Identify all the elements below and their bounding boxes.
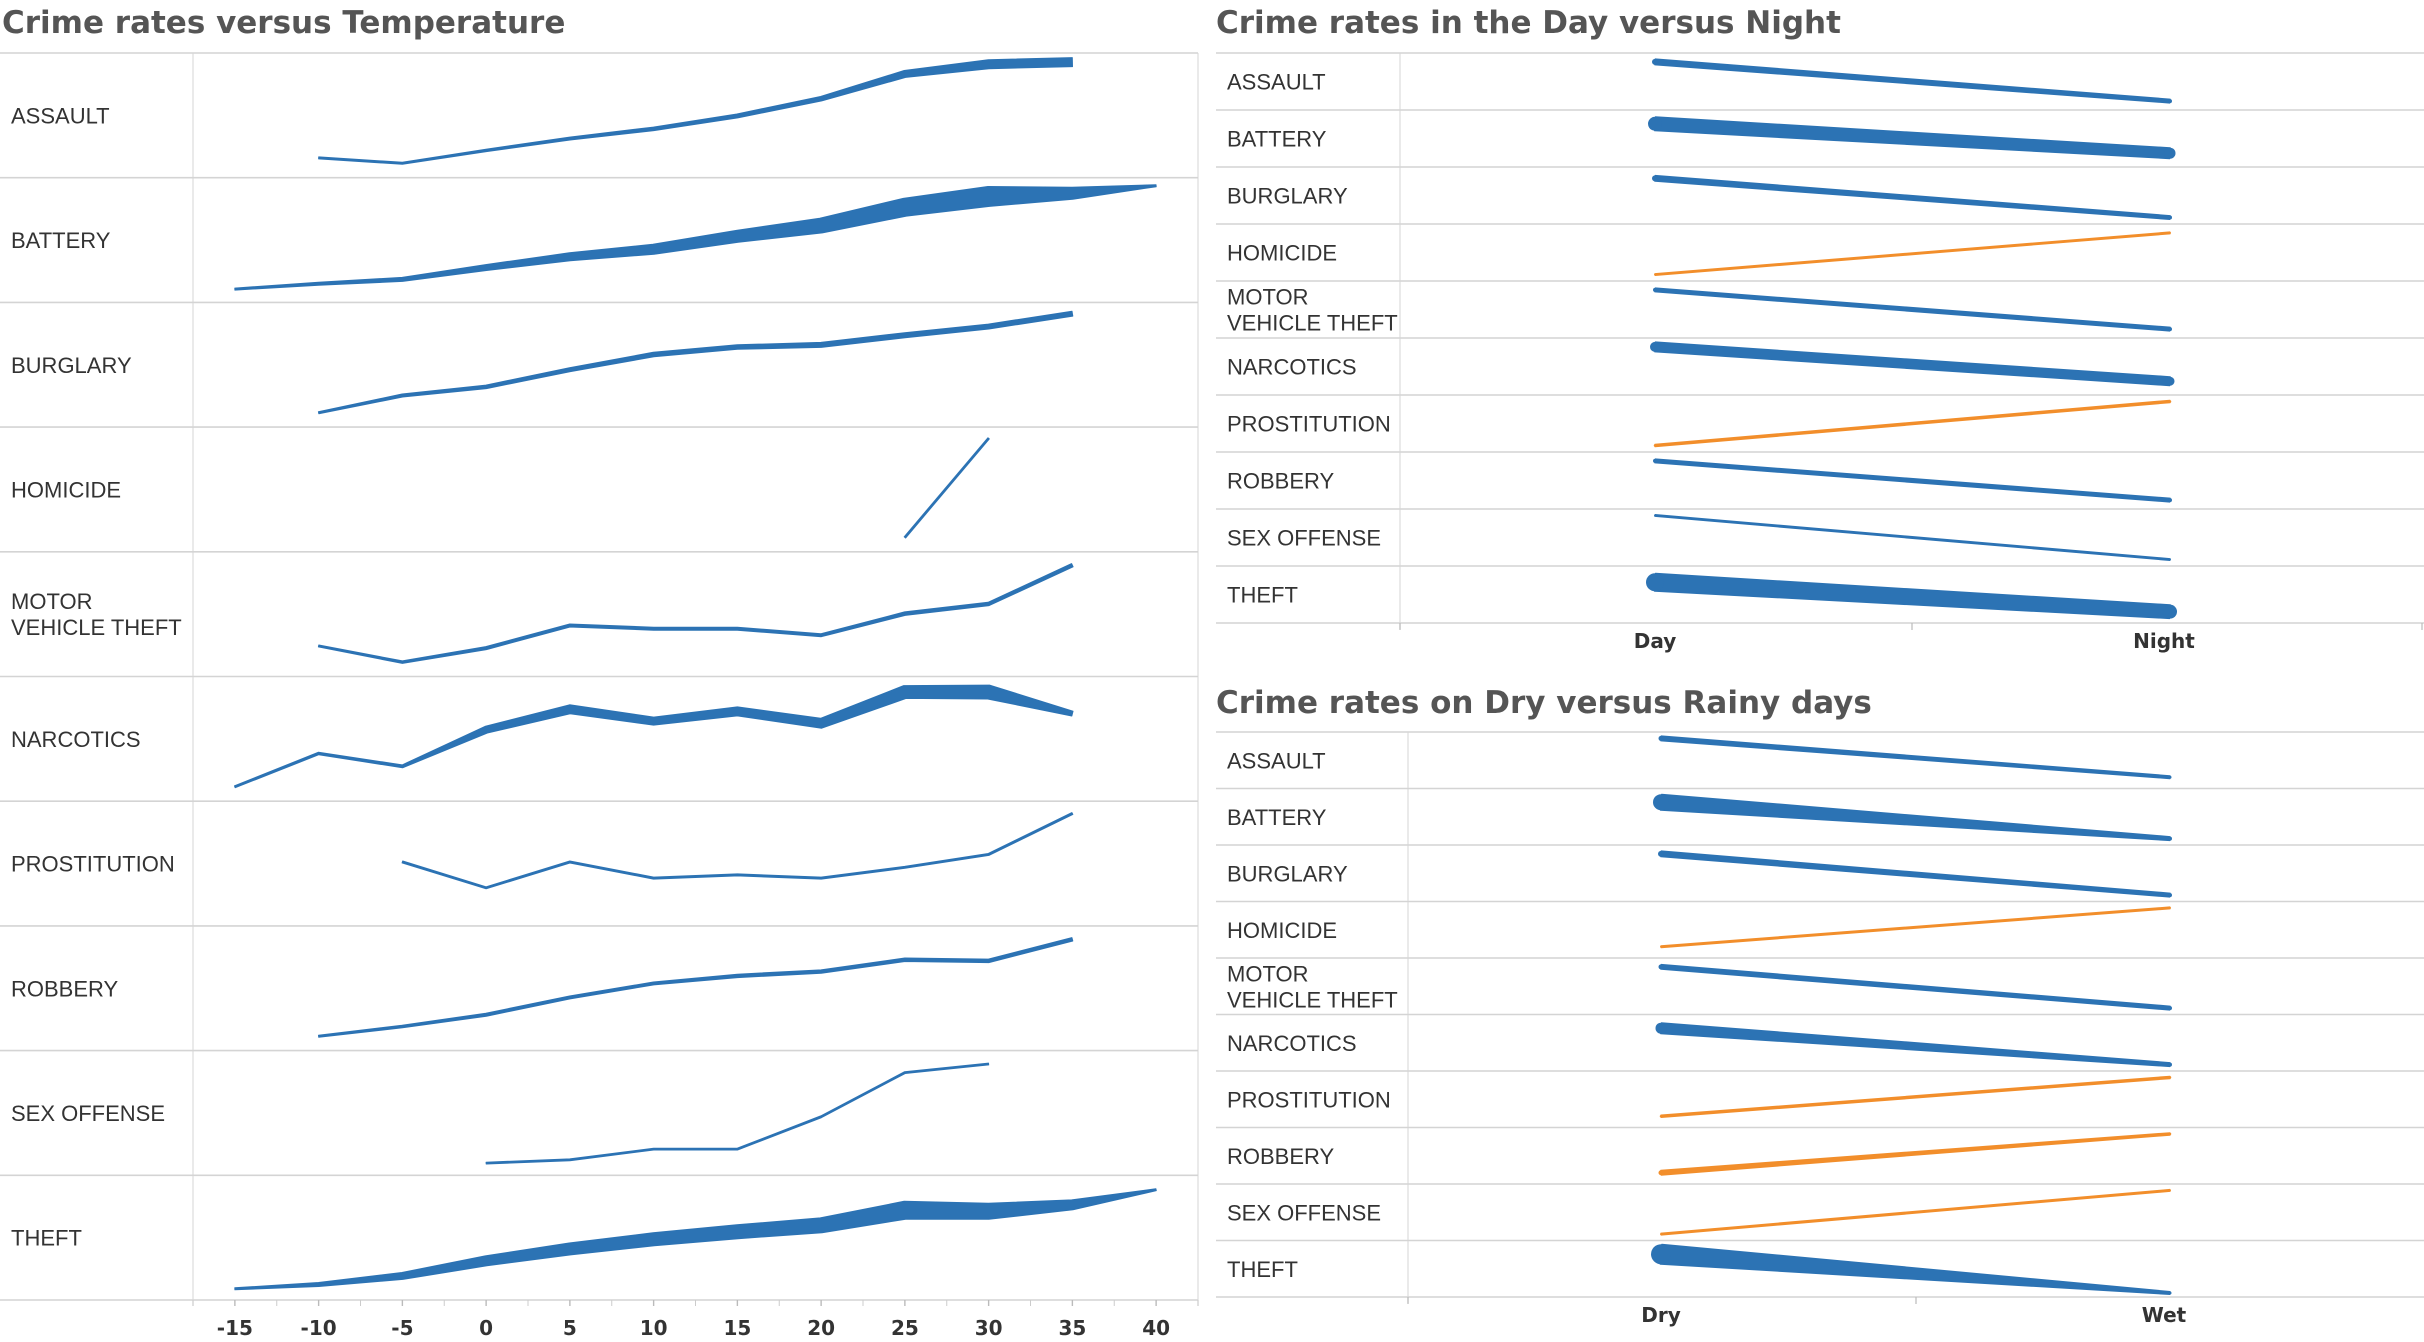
dw-chart-row-label-battery: BATTERY bbox=[1227, 805, 1327, 830]
temp-row-label-assault: ASSAULT bbox=[11, 103, 110, 128]
dw-chart-row-label-burglary: BURGLARY bbox=[1227, 861, 1348, 886]
dw-chart-line-assault bbox=[1660, 735, 2171, 780]
temp-line-theft bbox=[234, 1188, 1157, 1291]
temp-line-homicide bbox=[903, 437, 990, 539]
dn-chart-line-sex-offense bbox=[1654, 514, 2171, 561]
dw-chart-row-label-homicide: HOMICIDE bbox=[1227, 918, 1337, 943]
dw-chart-line-theft bbox=[1659, 1243, 2171, 1295]
dn-chart-line-motor-vehicle-theft bbox=[1654, 287, 2171, 332]
dn-chart-row-label-homicide: HOMICIDE bbox=[1227, 241, 1337, 266]
temp-line-sex-offense bbox=[485, 1062, 990, 1165]
dw-chart-x-label-wet: Wet bbox=[2142, 1303, 2187, 1327]
temp-row-label-burglary: BURGLARY bbox=[11, 353, 132, 378]
dw-chart-row-label-robbery: ROBBERY bbox=[1227, 1144, 1335, 1169]
dw-chart-line-prostitution bbox=[1660, 1075, 2171, 1118]
dw-chart-line-narcotics bbox=[1660, 1022, 2171, 1068]
dn-chart-row-label-robbery: ROBBERY bbox=[1227, 469, 1335, 494]
dw-chart-line-burglary bbox=[1660, 850, 2171, 898]
dn-chart-x-label-day: Day bbox=[1634, 629, 1677, 653]
dn-chart-line-assault bbox=[1654, 58, 2171, 104]
dn-chart-row-label-sex-offense: SEX OFFENSE bbox=[1227, 526, 1381, 551]
temp-x-tick: 15 bbox=[723, 1316, 751, 1340]
temp-x-tick: 5 bbox=[563, 1316, 577, 1340]
temp-x-tick: 20 bbox=[807, 1316, 835, 1340]
temp-x-tick: 0 bbox=[479, 1316, 493, 1340]
dw-chart-line-robbery bbox=[1660, 1132, 2171, 1176]
temp-x-tick: 30 bbox=[975, 1316, 1003, 1340]
temp-x-tick: 35 bbox=[1058, 1316, 1086, 1340]
dw-chart-line-homicide bbox=[1660, 906, 2171, 949]
temp-row-label-robbery: ROBBERY bbox=[11, 976, 119, 1001]
dw-chart-line-battery bbox=[1659, 793, 2171, 842]
dw-chart-row-label-narcotics: NARCOTICS bbox=[1227, 1031, 1357, 1056]
temp-x-tick: -5 bbox=[391, 1316, 413, 1340]
dn-chart-row-label-burglary: BURGLARY bbox=[1227, 184, 1348, 209]
temp-row-label-narcotics: NARCOTICS bbox=[11, 727, 141, 752]
temp-row-label-motor-vehicle-theft: MOTOR VEHICLE THEFT bbox=[11, 589, 182, 640]
temp-line-burglary bbox=[317, 310, 1074, 415]
day-night-chart-title: Crime rates in the Day versus Night bbox=[1216, 5, 1841, 41]
dn-chart-line-narcotics bbox=[1654, 341, 2171, 387]
temp-row-label-sex-offense: SEX OFFENSE bbox=[11, 1101, 165, 1126]
dw-chart-row-label-assault: ASSAULT bbox=[1227, 748, 1326, 773]
dn-chart-line-burglary bbox=[1654, 174, 2171, 220]
temp-line-prostitution bbox=[401, 812, 1074, 890]
dn-chart-row-label-battery: BATTERY bbox=[1227, 127, 1327, 152]
dn-chart-line-prostitution bbox=[1654, 399, 2171, 448]
temp-row-label-prostitution: PROSTITUTION bbox=[11, 852, 175, 877]
temp-x-tick: 25 bbox=[891, 1316, 919, 1340]
temp-x-tick: 10 bbox=[640, 1316, 668, 1340]
dw-chart-line-motor-vehicle-theft bbox=[1660, 963, 2171, 1011]
dw-chart-row-label-theft: THEFT bbox=[1227, 1257, 1298, 1282]
temp-line-narcotics bbox=[234, 684, 1074, 789]
dn-chart-line-homicide bbox=[1654, 231, 2171, 276]
temp-row-label-theft: THEFT bbox=[11, 1226, 82, 1251]
temperature-chart-title: Crime rates versus Temperature bbox=[2, 5, 565, 41]
dw-chart-row-label-sex-offense: SEX OFFENSE bbox=[1227, 1200, 1381, 1225]
day-night-chart: ASSAULT BATTERY BURGLARY HOMICIDE MOTOR VEHIC… bbox=[1216, 52, 2424, 653]
dw-chart-row-label-prostitution: PROSTITUTION bbox=[1227, 1087, 1391, 1112]
temp-line-motor-vehicle-theft bbox=[317, 563, 1074, 664]
dn-chart-row-label-motor-vehicle-theft: MOTOR VEHICLE THEFT bbox=[1227, 285, 1398, 336]
dw-chart-line-sex-offense bbox=[1660, 1188, 2171, 1236]
temp-x-tick: 40 bbox=[1142, 1316, 1170, 1340]
dw-chart-x-label-dry: Dry bbox=[1641, 1303, 1681, 1327]
temp-x-tick: -15 bbox=[217, 1316, 253, 1340]
temp-row-label-homicide: HOMICIDE bbox=[11, 477, 121, 502]
dn-chart-row-label-assault: ASSAULT bbox=[1227, 70, 1326, 95]
temp-line-robbery bbox=[318, 937, 1074, 1038]
dn-chart-line-theft bbox=[1654, 572, 2171, 620]
temperature-chart: ASSAULT BATTERY BURGLARY HOMICIDE MOTOR VEHIC… bbox=[0, 52, 1199, 1340]
dw-chart-row-label-motor-vehicle-theft: MOTOR VEHICLE THEFT bbox=[1227, 961, 1398, 1012]
temp-line-battery bbox=[234, 184, 1157, 291]
dn-chart-x-label-night: Night bbox=[2133, 629, 2195, 653]
dry-wet-chart: ASSAULT BATTERY BURGLARY HOMICIDE MOTOR VEHIC… bbox=[1216, 731, 2424, 1327]
dn-chart-row-label-prostitution: PROSTITUTION bbox=[1227, 412, 1391, 437]
dn-chart-row-label-narcotics: NARCOTICS bbox=[1227, 355, 1357, 380]
dry-wet-chart-title: Crime rates on Dry versus Rainy days bbox=[1216, 685, 1872, 721]
dn-chart-line-battery bbox=[1654, 116, 2171, 160]
dn-chart-line-robbery bbox=[1654, 458, 2171, 503]
temp-x-tick: -10 bbox=[301, 1316, 337, 1340]
dn-chart-row-label-theft: THEFT bbox=[1227, 583, 1298, 608]
temp-line-assault bbox=[318, 57, 1073, 165]
temp-row-label-battery: BATTERY bbox=[11, 228, 111, 253]
